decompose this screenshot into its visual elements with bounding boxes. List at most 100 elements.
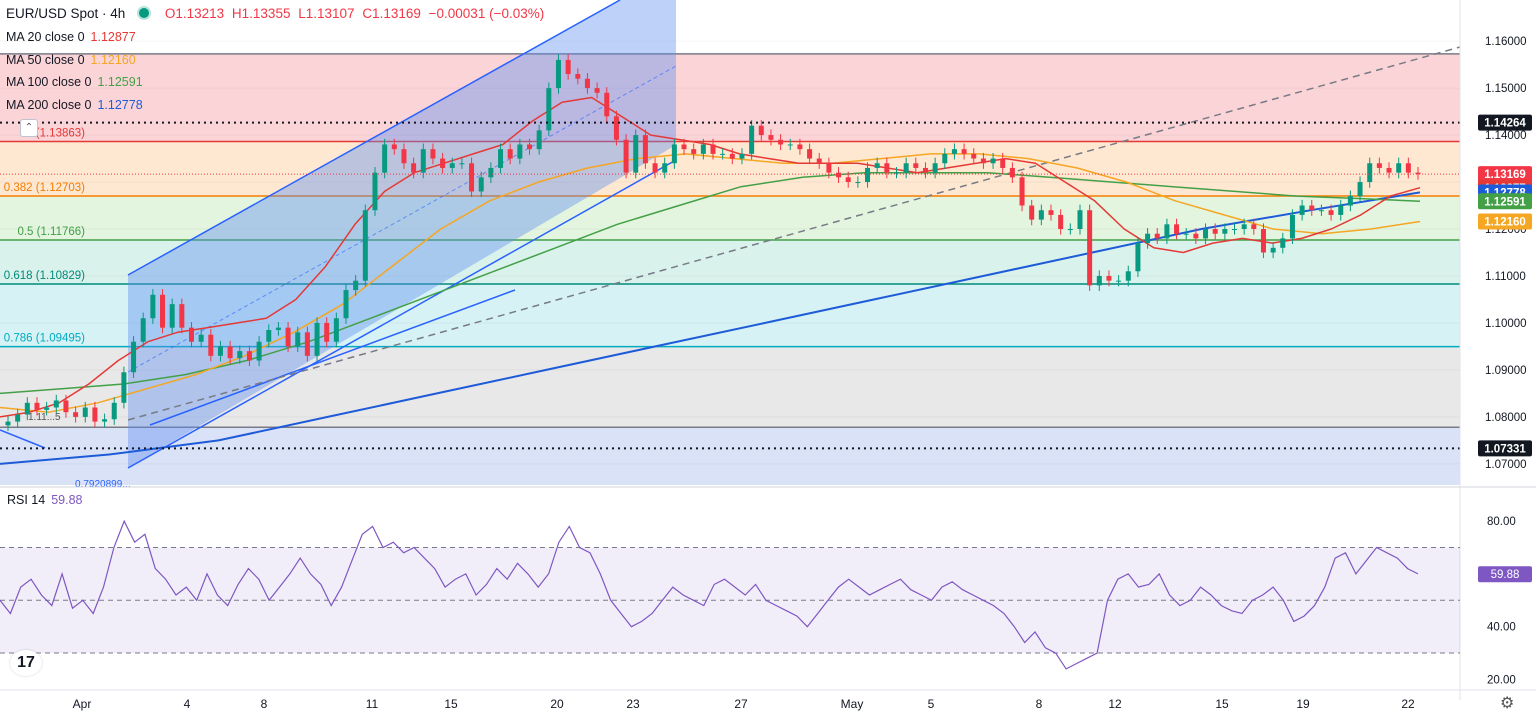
candle xyxy=(623,134,629,179)
candle-body xyxy=(1067,229,1073,231)
candle-body xyxy=(5,421,11,426)
candle xyxy=(1019,171,1025,212)
candle xyxy=(836,167,842,183)
candle xyxy=(1145,228,1151,249)
candle xyxy=(1193,228,1199,245)
candle xyxy=(517,138,523,165)
candle xyxy=(160,289,166,334)
candle-body xyxy=(469,163,475,192)
candle-body xyxy=(227,346,233,359)
candle-body xyxy=(642,135,648,164)
candle xyxy=(333,312,339,348)
candle-body xyxy=(1058,214,1064,230)
fib-level-label-3: 0.786 (1.09495) xyxy=(4,333,85,345)
candle xyxy=(1096,270,1102,292)
candle-body xyxy=(1241,224,1247,230)
candle-body xyxy=(1280,238,1286,248)
fib-band-0 xyxy=(0,53,1460,142)
candle xyxy=(1029,199,1035,226)
open-value: O1.13213 xyxy=(164,6,225,21)
settings-gear-icon[interactable]: ⚙ xyxy=(1500,695,1515,712)
ma100-legend[interactable]: MA 100 close 0 1.12591 xyxy=(6,75,143,89)
candle-body xyxy=(295,332,301,347)
candle xyxy=(961,143,967,160)
candle xyxy=(1077,204,1083,235)
candle-body xyxy=(478,177,484,192)
candle-body xyxy=(256,341,262,361)
candle xyxy=(92,401,98,428)
candle-body xyxy=(787,144,793,146)
candle-body xyxy=(681,144,687,150)
candle xyxy=(1087,204,1093,292)
candle-body xyxy=(440,158,446,168)
rsi-legend[interactable]: RSI 14 59.88 xyxy=(7,493,83,507)
ma20-legend[interactable]: MA 20 close 0 1.12877 xyxy=(6,30,136,44)
candle xyxy=(1376,157,1382,174)
fib-band-4 xyxy=(0,284,1460,347)
collapse-chevron-icon[interactable]: ⌃ xyxy=(20,119,38,137)
candle-body xyxy=(430,149,436,159)
candle-body xyxy=(1096,275,1102,286)
candle-body xyxy=(913,163,919,168)
candle xyxy=(1357,176,1363,202)
candle-body xyxy=(980,158,986,164)
candle xyxy=(420,143,426,179)
candle xyxy=(1367,157,1373,188)
price-axis[interactable]: 1.160001.150001.140001.130001.120001.110… xyxy=(1459,0,1532,700)
candle xyxy=(1116,275,1122,287)
candle xyxy=(24,397,30,421)
candle-body xyxy=(884,163,890,173)
ma200-value: 1.12778 xyxy=(97,98,143,112)
candle xyxy=(642,129,648,169)
symbol-title[interactable]: EUR/USD Spot · 4h xyxy=(6,6,126,21)
candle xyxy=(295,326,301,353)
symbol-header[interactable]: EUR/USD Spot · 4h O1.13213 H1.13355 L1.1… xyxy=(6,6,548,21)
candle xyxy=(217,340,223,362)
fib-band-1 xyxy=(0,141,1460,196)
ma200-legend[interactable]: MA 200 close 0 1.12778 xyxy=(6,98,143,112)
candle-body xyxy=(816,158,822,164)
ohlc-values: O1.13213 H1.13355 L1.13107 C1.13169 −0.0… xyxy=(165,6,548,21)
candle-body xyxy=(188,327,194,342)
candle xyxy=(237,345,243,364)
candle xyxy=(594,82,600,99)
candle-body xyxy=(1376,163,1382,168)
candle xyxy=(169,298,175,334)
candle xyxy=(401,143,407,169)
fib-level-label-0: 0.382 (1.12703) xyxy=(4,182,85,194)
rsi-last-bg xyxy=(1478,566,1532,583)
candle-body xyxy=(507,149,513,159)
candle-body xyxy=(1087,210,1093,286)
candle xyxy=(826,157,832,179)
candle-body xyxy=(836,172,842,178)
dashed-trendline xyxy=(127,46,1461,421)
candle-body xyxy=(217,346,223,356)
candle xyxy=(53,394,59,414)
candle-body xyxy=(150,294,156,319)
candle xyxy=(63,394,69,418)
candle-body xyxy=(1309,205,1315,211)
price-label-5: 1.12160 xyxy=(1484,217,1526,229)
rsi-panel: 80.00 40.00 20.00 59.88 xyxy=(0,486,1536,686)
candle xyxy=(1405,157,1411,179)
time-axis[interactable]: Apr 4 8 11 15 20 23 27 May 5 8 12 15 19 22 xyxy=(0,689,1536,711)
candle xyxy=(140,312,146,348)
close-value: C1.13169 xyxy=(362,6,421,21)
ma50-legend[interactable]: MA 50 close 0 1.12160 xyxy=(6,53,136,67)
time-tick-8: May xyxy=(841,697,864,711)
candle xyxy=(1396,157,1402,179)
price-label-bg-0 xyxy=(1478,114,1532,131)
candle xyxy=(121,366,127,409)
ma100-label: MA 100 close 0 xyxy=(6,75,92,89)
tradingview-logo-icon[interactable]: 17 xyxy=(10,650,42,676)
candle-body xyxy=(208,334,214,356)
candle xyxy=(1212,223,1218,240)
time-tick-13: 19 xyxy=(1296,697,1310,711)
candle xyxy=(1048,204,1054,221)
price-label-bg-1 xyxy=(1478,166,1532,183)
candle xyxy=(1125,265,1131,287)
candle xyxy=(469,157,475,198)
candle-body xyxy=(1338,205,1344,215)
candle xyxy=(449,157,455,174)
